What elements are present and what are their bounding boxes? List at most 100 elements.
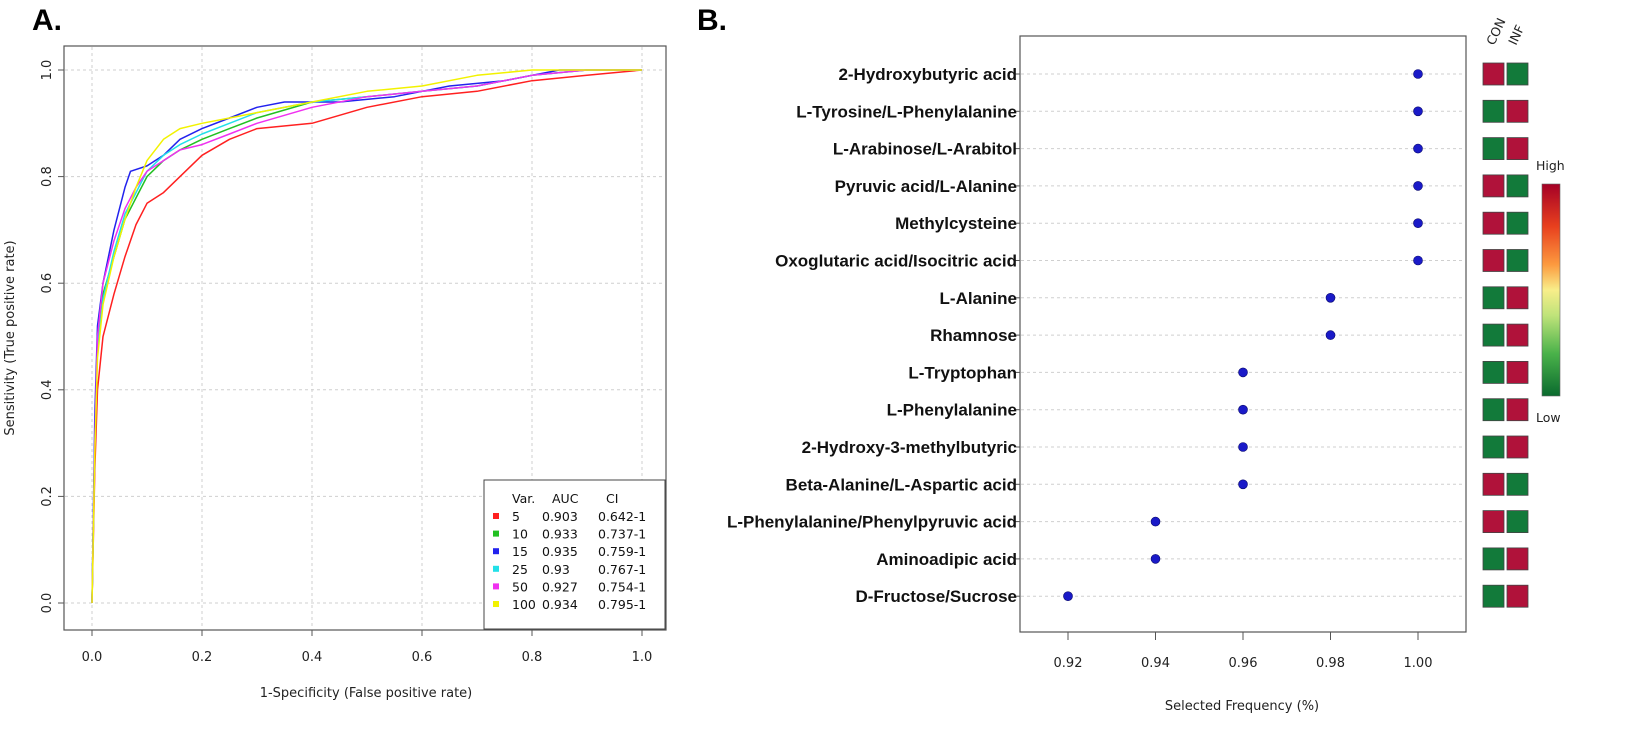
roc-x-tick-label: 0.4: [302, 650, 323, 665]
heatmap-cell-con: [1482, 286, 1505, 310]
heatmap-cell-con: [1482, 249, 1505, 272]
feature-label: L-Tryptophan: [908, 363, 1017, 382]
feature-label: Pyruvic acid/L-Alanine: [835, 177, 1017, 196]
feature-point: [1325, 330, 1336, 340]
feature-point: [1413, 181, 1423, 191]
roc-y-tick-label: 0.8: [40, 166, 55, 187]
feature-label: D-Fructose/Sucrose: [855, 587, 1017, 606]
legend-swatch-50: [493, 583, 499, 590]
roc-x-ticks: 0.0 0.2 0.4 0.6 0.8 1.0: [82, 630, 653, 665]
roc-y-axis-title: Sensitivity (True positive rate): [3, 240, 18, 435]
legend-swatch-15: [493, 548, 499, 555]
roc-legend: Var. AUC CI 5 0.903 0.642-1 10 0.933 0.737-1 1…: [483, 479, 666, 630]
heatmap-cell-inf: [1506, 398, 1529, 422]
panel-a-label: A.: [32, 4, 62, 37]
heatmap-cell-con: [1482, 174, 1505, 198]
legend-var-100: 100: [512, 597, 536, 612]
legend-ci-100: 0.795-1: [598, 597, 646, 612]
panel-b-label: B.: [697, 4, 727, 37]
legend-var-15: 15: [512, 544, 528, 559]
heatmap-cell-con: [1482, 99, 1505, 123]
heatmap-cell-inf: [1506, 435, 1529, 459]
roc-y-ticks: 0.0 0.2 0.4 0.6 0.8 1.0: [40, 60, 64, 614]
legend-var-25: 25: [512, 562, 528, 577]
legend-auc-100: 0.934: [542, 597, 578, 612]
roc-series-group: [91, 69, 643, 604]
feature-label: 2-Hydroxybutyric acid: [838, 65, 1017, 84]
legend-ci-5: 0.642-1: [598, 509, 646, 524]
feature-label: L-Phenylalanine: [887, 401, 1017, 420]
heatmap-cell-inf: [1506, 249, 1529, 272]
heatmap-cell-con: [1482, 323, 1505, 347]
colorbar-low-label: Low: [1536, 410, 1561, 425]
heatmap-cell-con: [1482, 398, 1505, 422]
roc-legend-box: [483, 479, 666, 630]
heatmap-cell-inf: [1506, 323, 1529, 347]
roc-x-tick-label: 1.0: [632, 650, 653, 665]
heatmap-cell-inf: [1506, 286, 1529, 310]
feature-point: [1413, 69, 1423, 79]
roc-y-tick-label: 1.0: [40, 60, 55, 81]
feature-label: L-Alanine: [940, 289, 1017, 308]
feature-label: Oxoglutaric acid/Isocitric acid: [775, 252, 1017, 271]
heatmap-cell-con: [1482, 510, 1505, 534]
legend-auc-5: 0.903: [542, 509, 578, 524]
legend-auc-25: 0.93: [542, 562, 570, 577]
roc-y-tick-label: 0.2: [40, 486, 55, 507]
roc-x-tick-label: 0.6: [412, 650, 433, 665]
roc-y-tick-label: 0.4: [40, 379, 55, 400]
feature-point: [1238, 442, 1248, 452]
feature-x-tick-label: 0.92: [1054, 656, 1083, 671]
feature-label: Rhamnose: [930, 326, 1017, 345]
heatmap-cell-inf: [1506, 137, 1529, 161]
legend-auc-10: 0.933: [542, 527, 578, 542]
roc-curve-100: [91, 69, 642, 604]
colorbar: [1541, 183, 1561, 397]
legend-ci-50: 0.754-1: [598, 579, 646, 594]
feature-label: L-Arabinose/L-Arabitol: [833, 140, 1017, 159]
feature-label: Aminoadipic acid: [876, 550, 1017, 569]
roc-y-tick-label: 0.0: [40, 593, 55, 614]
heatmap-cell-inf: [1506, 174, 1529, 198]
feature-point: [1150, 516, 1161, 527]
legend-auc-50: 0.927: [542, 579, 578, 594]
legend-ci-15: 0.759-1: [598, 544, 646, 559]
roc-plot-frame: [63, 45, 667, 631]
feature-x-ticks: 0.92 0.94 0.96 0.98 1.00: [1054, 632, 1432, 671]
heatmap-cell-inf: [1506, 360, 1529, 384]
roc-x-axis-title: 1-Specificity (False positive rate): [260, 686, 473, 701]
legend-header-auc: AUC: [552, 491, 579, 506]
heatmap-cell-inf: [1506, 211, 1529, 235]
feature-point: [1413, 106, 1423, 117]
heatmap-cell-con: [1482, 137, 1505, 161]
legend-var-10: 10: [512, 527, 528, 542]
heatmap-cell-con: [1482, 472, 1505, 496]
roc-x-tick-label: 0.0: [82, 650, 103, 665]
legend-var-5: 5: [512, 509, 520, 524]
heatmap-cell-con: [1482, 62, 1505, 86]
legend-swatch-5: [493, 513, 499, 519]
roc-legend-rows: 5 0.903 0.642-1 10 0.933 0.737-1 15 0.935 0.759-…: [493, 509, 646, 612]
feature-frequency-chart: 2-Hydroxybutyric acid L-Tyrosine/L-Phenyl…: [727, 16, 1565, 714]
feature-x-axis-title: Selected Frequency (%): [1165, 699, 1319, 714]
heatmap-cell-inf: [1506, 584, 1529, 608]
legend-swatch-25: [493, 565, 499, 572]
legend-swatch-100: [493, 601, 499, 607]
feature-x-tick-label: 0.96: [1229, 656, 1258, 671]
heatmap-cells: [1482, 62, 1529, 608]
heatmap-cell-con: [1482, 211, 1505, 235]
feature-point: [1413, 143, 1423, 154]
legend-auc-15: 0.935: [542, 544, 578, 559]
roc-x-tick-label: 0.2: [192, 650, 213, 665]
feature-point: [1238, 404, 1248, 415]
feature-x-tick-label: 0.98: [1316, 656, 1345, 671]
feature-label: L-Tyrosine/L-Phenylalanine: [796, 102, 1017, 121]
feature-x-tick-label: 0.94: [1141, 656, 1170, 671]
feature-points: [1063, 69, 1423, 602]
legend-swatch-10: [493, 530, 499, 537]
heatmap-cell-con: [1482, 435, 1505, 459]
heatmap-cell-con: [1482, 547, 1505, 571]
roc-x-tick-label: 0.8: [522, 650, 543, 665]
feature-point: [1238, 367, 1248, 378]
